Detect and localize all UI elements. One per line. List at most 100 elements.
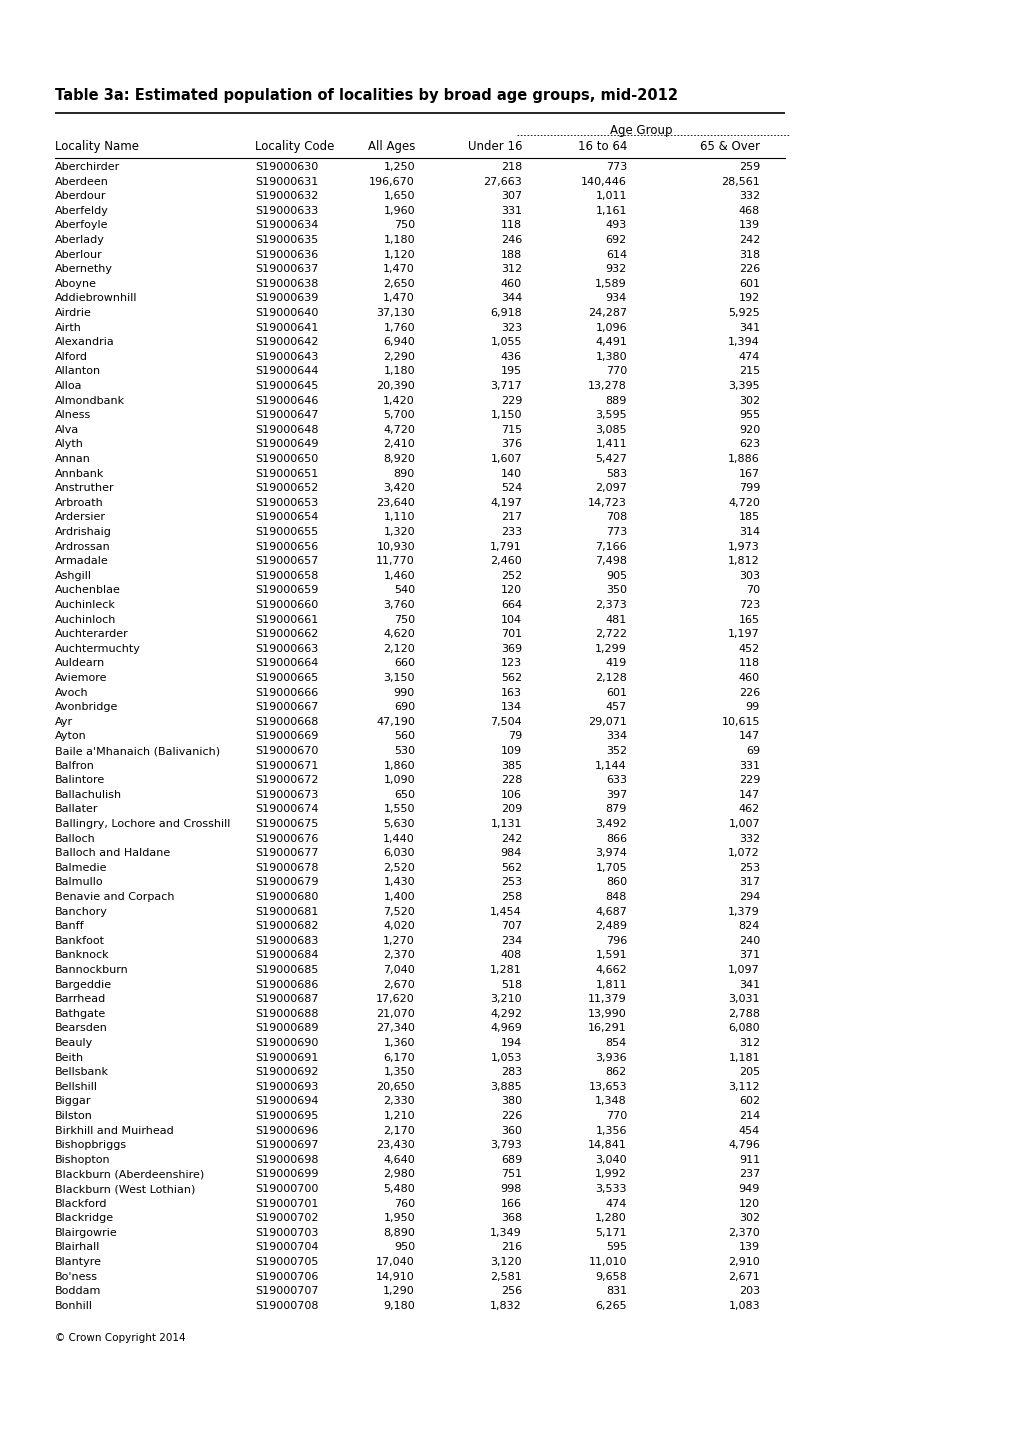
Text: 167: 167 [738, 469, 759, 479]
Text: 998: 998 [500, 1184, 522, 1194]
Text: Aboyne: Aboyne [55, 278, 97, 288]
Text: 203: 203 [738, 1286, 759, 1296]
Text: 139: 139 [738, 1243, 759, 1253]
Text: 307: 307 [500, 192, 522, 202]
Text: 862: 862 [605, 1067, 627, 1077]
Text: 751: 751 [500, 1169, 522, 1180]
Text: Blairhall: Blairhall [55, 1243, 100, 1253]
Text: 1,055: 1,055 [490, 337, 522, 348]
Text: 3,885: 3,885 [490, 1082, 522, 1092]
Text: Bannockburn: Bannockburn [55, 965, 128, 975]
Text: Blackford: Blackford [55, 1198, 107, 1208]
Text: Anstruther: Anstruther [55, 483, 114, 493]
Text: Annan: Annan [55, 454, 91, 464]
Text: 650: 650 [393, 790, 415, 800]
Text: S19000689: S19000689 [255, 1024, 318, 1034]
Text: 2,128: 2,128 [594, 673, 627, 684]
Text: 905: 905 [605, 571, 627, 581]
Text: S19000703: S19000703 [255, 1227, 318, 1237]
Text: 229: 229 [738, 776, 759, 786]
Text: S19000642: S19000642 [255, 337, 318, 348]
Text: 1,394: 1,394 [728, 337, 759, 348]
Text: 562: 562 [500, 673, 522, 684]
Text: 397: 397 [605, 790, 627, 800]
Text: 258: 258 [500, 893, 522, 903]
Text: 701: 701 [500, 629, 522, 639]
Text: 334: 334 [605, 731, 627, 741]
Text: S19000646: S19000646 [255, 395, 318, 405]
Text: Ballachulish: Ballachulish [55, 790, 122, 800]
Text: 302: 302 [738, 395, 759, 405]
Text: 21,070: 21,070 [376, 1009, 415, 1019]
Text: Almondbank: Almondbank [55, 395, 125, 405]
Text: 7,520: 7,520 [383, 907, 415, 917]
Text: 1,320: 1,320 [383, 526, 415, 536]
Text: S19000688: S19000688 [255, 1009, 318, 1019]
Text: 1,281: 1,281 [490, 965, 522, 975]
Text: S19000667: S19000667 [255, 702, 318, 712]
Text: Under 16: Under 16 [467, 140, 522, 153]
Text: 583: 583 [605, 469, 627, 479]
Text: 23,430: 23,430 [376, 1141, 415, 1151]
Text: 360: 360 [500, 1126, 522, 1136]
Text: 1,096: 1,096 [595, 323, 627, 333]
Text: 2,581: 2,581 [490, 1272, 522, 1282]
Text: 950: 950 [393, 1243, 415, 1253]
Text: 123: 123 [500, 659, 522, 669]
Text: 1,348: 1,348 [595, 1096, 627, 1106]
Text: 3,717: 3,717 [490, 381, 522, 391]
Text: S19000630: S19000630 [255, 162, 318, 172]
Text: 1,705: 1,705 [595, 862, 627, 872]
Text: 139: 139 [738, 221, 759, 231]
Text: S19000677: S19000677 [255, 848, 318, 858]
Text: 47,190: 47,190 [376, 717, 415, 727]
Text: 104: 104 [500, 614, 522, 624]
Text: 228: 228 [500, 776, 522, 786]
Text: All Ages: All Ages [367, 140, 415, 153]
Text: Auchenblae: Auchenblae [55, 585, 121, 596]
Text: 1,380: 1,380 [595, 352, 627, 362]
Text: 10,930: 10,930 [376, 542, 415, 552]
Text: 312: 312 [500, 264, 522, 274]
Text: 1,811: 1,811 [595, 979, 627, 989]
Text: S19000700: S19000700 [255, 1184, 318, 1194]
Text: Blairgowrie: Blairgowrie [55, 1227, 117, 1237]
Text: 481: 481 [605, 614, 627, 624]
Text: 1,379: 1,379 [728, 907, 759, 917]
Text: 474: 474 [605, 1198, 627, 1208]
Text: 530: 530 [393, 746, 415, 756]
Text: 934: 934 [605, 293, 627, 303]
Text: 3,760: 3,760 [383, 600, 415, 610]
Text: 4,796: 4,796 [728, 1141, 759, 1151]
Text: 750: 750 [393, 614, 415, 624]
Text: 1,197: 1,197 [728, 629, 759, 639]
Text: 147: 147 [738, 790, 759, 800]
Text: 3,595: 3,595 [595, 410, 627, 420]
Text: Ayr: Ayr [55, 717, 73, 727]
Text: Boddam: Boddam [55, 1286, 101, 1296]
Text: Banchory: Banchory [55, 907, 108, 917]
Text: S19000681: S19000681 [255, 907, 318, 917]
Text: 166: 166 [500, 1198, 522, 1208]
Text: S19000652: S19000652 [255, 483, 318, 493]
Text: Balfron: Balfron [55, 760, 95, 770]
Text: Alloa: Alloa [55, 381, 83, 391]
Text: 37,130: 37,130 [376, 309, 415, 319]
Text: 436: 436 [500, 352, 522, 362]
Text: 106: 106 [500, 790, 522, 800]
Text: Table 3a: Estimated population of localities by broad age groups, mid-2012: Table 3a: Estimated population of locali… [55, 88, 678, 102]
Text: 1,250: 1,250 [383, 162, 415, 172]
Text: 233: 233 [500, 526, 522, 536]
Text: 2,370: 2,370 [383, 950, 415, 960]
Text: 5,700: 5,700 [383, 410, 415, 420]
Text: 715: 715 [500, 425, 522, 435]
Text: Blackburn (West Lothian): Blackburn (West Lothian) [55, 1184, 196, 1194]
Text: 1,470: 1,470 [383, 293, 415, 303]
Text: 1,150: 1,150 [490, 410, 522, 420]
Text: 633: 633 [605, 776, 627, 786]
Text: S19000663: S19000663 [255, 643, 318, 653]
Text: 5,925: 5,925 [728, 309, 759, 319]
Text: 773: 773 [605, 526, 627, 536]
Text: 2,722: 2,722 [594, 629, 627, 639]
Text: 1,791: 1,791 [490, 542, 522, 552]
